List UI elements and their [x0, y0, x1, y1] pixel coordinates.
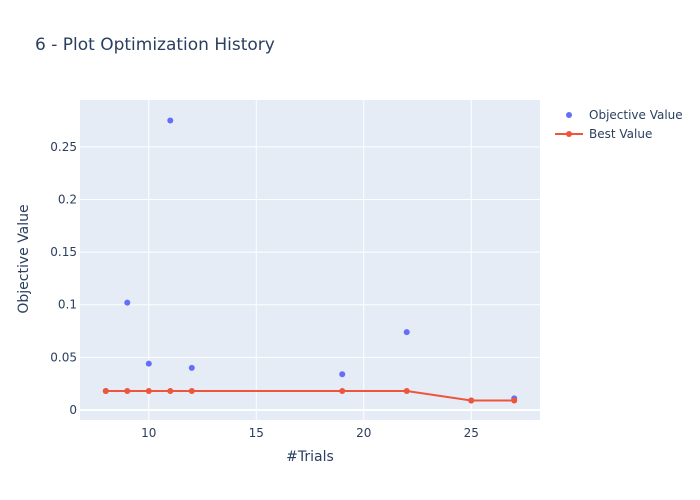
- data-point[interactable]: [167, 388, 174, 395]
- y-tick-label: 0.05: [50, 350, 77, 364]
- y-tick-label: 0.15: [50, 245, 77, 259]
- x-tick-labels: 10 15 20 25: [141, 426, 479, 440]
- data-point[interactable]: [339, 371, 346, 378]
- legend-item[interactable]: Best Value: [555, 127, 652, 141]
- legend-marker-symbol: [566, 112, 572, 118]
- gridlines: [80, 100, 540, 420]
- y-tick-label: 0.2: [58, 192, 77, 206]
- data-point[interactable]: [339, 388, 346, 395]
- series-layer: [102, 117, 518, 404]
- data-point[interactable]: [145, 388, 152, 395]
- data-point[interactable]: [102, 388, 109, 395]
- data-point[interactable]: [403, 329, 410, 336]
- y-tick-label: 0.25: [50, 140, 77, 154]
- legend[interactable]: Objective Value Best Value: [555, 108, 683, 141]
- legend-item[interactable]: Objective Value: [566, 108, 683, 122]
- legend-label: Objective Value: [589, 108, 683, 122]
- x-axis-title: #Trials: [286, 449, 334, 465]
- x-tick-label: 25: [464, 426, 479, 440]
- x-tick-label: 20: [356, 426, 371, 440]
- y-tick-label: 0.1: [58, 298, 77, 312]
- plot-area: [80, 100, 540, 420]
- x-tick-label: 10: [141, 426, 156, 440]
- legend-marker-symbol: [566, 131, 572, 137]
- data-point[interactable]: [145, 360, 152, 367]
- y-tick-label: 0: [69, 403, 77, 417]
- data-point[interactable]: [403, 388, 410, 395]
- data-point[interactable]: [167, 117, 174, 124]
- y-axis-title: Objective Value: [16, 204, 32, 313]
- data-point[interactable]: [188, 364, 195, 371]
- y-tick-labels: 0 0.05 0.1 0.15 0.2 0.25: [50, 140, 77, 417]
- series-best-value: [102, 388, 518, 404]
- data-point[interactable]: [124, 388, 131, 395]
- chart-title: 6 - Plot Optimization History: [35, 35, 275, 55]
- data-point[interactable]: [468, 397, 475, 404]
- data-point[interactable]: [511, 397, 518, 404]
- x-tick-label: 15: [249, 426, 264, 440]
- data-point[interactable]: [188, 388, 195, 395]
- legend-label: Best Value: [589, 127, 652, 141]
- data-point[interactable]: [124, 299, 131, 306]
